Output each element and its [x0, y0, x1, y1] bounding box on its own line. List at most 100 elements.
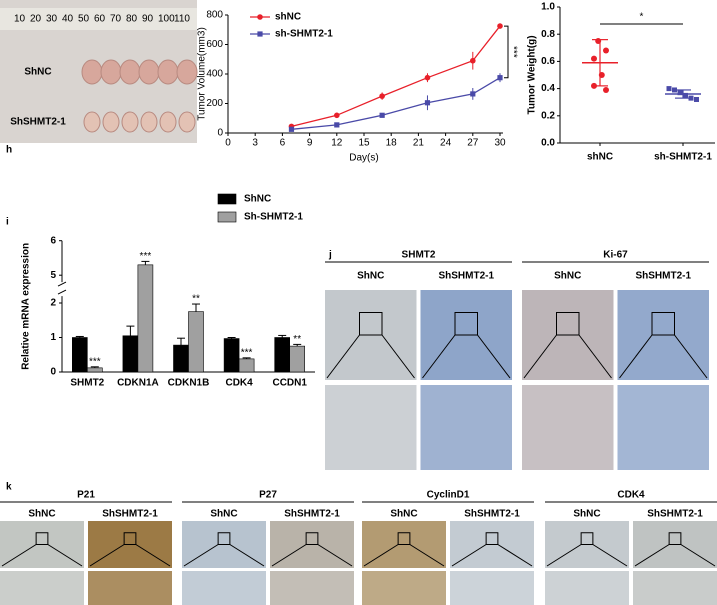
- zoom-box: [305, 532, 319, 545]
- photo-row-label: ShNC: [24, 67, 51, 78]
- zoom-line: [578, 334, 612, 379]
- micrograph-zoom: [450, 571, 534, 605]
- ruler-label: 110: [174, 14, 190, 25]
- zoom-box: [668, 532, 682, 545]
- marker: [497, 23, 503, 29]
- x-tick-label: CDKN1B: [168, 378, 210, 389]
- tumor: [83, 111, 101, 133]
- dot: [677, 90, 683, 96]
- zoom-line: [326, 334, 360, 379]
- zoom-line: [89, 544, 125, 567]
- tumor: [157, 59, 179, 85]
- ruler-label: 20: [30, 14, 42, 25]
- column-label: ShNC: [28, 509, 55, 520]
- x-tick-label: 24: [440, 138, 452, 149]
- bar: [72, 337, 88, 373]
- micrograph-zoom: [362, 571, 446, 605]
- tumor: [138, 59, 160, 85]
- ruler-label: 40: [62, 14, 74, 25]
- x-tick-label: CCDN1: [272, 378, 307, 389]
- x-tick-label: 27: [467, 138, 479, 149]
- y-tick-label: 0.8: [541, 29, 555, 40]
- micrograph-zoom: [617, 385, 709, 470]
- ruler-label: 10: [14, 14, 26, 25]
- group-label: Ki-67: [603, 250, 628, 261]
- x-tick-label: 30: [494, 138, 506, 149]
- ruler-label: 70: [110, 14, 122, 25]
- x-tick-label: 3: [252, 138, 258, 149]
- column-label: ShNC: [554, 271, 581, 282]
- y-tick-label: 0.0: [541, 138, 555, 149]
- marker: [424, 74, 431, 81]
- zoom-line: [47, 544, 83, 567]
- column-label: ShNC: [573, 509, 600, 520]
- x-tick-label: 0: [225, 138, 231, 149]
- legend-label: shNC: [275, 12, 301, 23]
- dot: [603, 86, 609, 93]
- zoom-line: [592, 544, 628, 567]
- group-label: P21: [77, 490, 95, 501]
- marker: [470, 91, 476, 97]
- series-line: [291, 25, 501, 127]
- zoom-box: [397, 532, 411, 545]
- x-tick-label: CDKN1A: [117, 378, 159, 389]
- y-tick-label: 0: [217, 128, 223, 139]
- tumor: [81, 59, 103, 85]
- zoom-line: [363, 544, 399, 567]
- legend-label: ShNC: [244, 194, 271, 205]
- y-tick-label: 5: [50, 270, 56, 281]
- ruler-label: 30: [46, 14, 58, 25]
- zoom-line: [422, 334, 456, 379]
- y-tick-label: 400: [206, 69, 223, 80]
- column-label: ShSHMT2-1: [464, 509, 520, 520]
- dot: [666, 86, 672, 92]
- micrograph-zoom: [420, 385, 512, 470]
- ruler: [0, 8, 197, 30]
- legend-label: sh-SHMT2-1: [275, 29, 333, 40]
- panel-label: j: [328, 250, 332, 261]
- dot: [683, 92, 688, 98]
- bar: [137, 264, 154, 373]
- column-label: ShSHMT2-1: [102, 509, 158, 520]
- zoom-line: [409, 544, 445, 567]
- y-tick-label: 6: [50, 235, 56, 246]
- legend-label: Sh-SHMT2-1: [244, 212, 303, 223]
- zoom-line: [680, 544, 716, 567]
- micrograph-zoom: [182, 571, 266, 605]
- zoom-box: [359, 312, 383, 336]
- dot: [694, 96, 699, 102]
- column-label: ShSHMT2-1: [635, 271, 691, 282]
- panel-label: k: [6, 482, 12, 493]
- y-tick-label: 0.6: [541, 56, 555, 67]
- bar: [122, 335, 139, 373]
- annotation: **: [192, 294, 200, 305]
- zoom-line: [135, 544, 171, 567]
- zoom-box: [123, 532, 137, 545]
- zoom-box: [580, 532, 594, 545]
- x-axis-label: Day(s): [349, 153, 378, 164]
- y-axis-label: Relative mRNA expression: [21, 243, 32, 370]
- x-tick-label: SHMT2: [70, 378, 104, 389]
- panel-label: i: [6, 217, 9, 228]
- zoom-line: [497, 544, 533, 567]
- marker: [334, 112, 340, 119]
- group-label: CDK4: [617, 490, 645, 501]
- tumor: [159, 111, 177, 133]
- annotation: ***: [89, 356, 101, 367]
- group-label: CyclinD1: [427, 490, 470, 501]
- photo-row-label: ShSHMT2-1: [10, 117, 66, 128]
- micrograph-zoom: [545, 571, 629, 605]
- x-tick-label: 15: [358, 138, 370, 149]
- ruler-label: 100: [158, 14, 175, 25]
- zoom-line: [674, 334, 708, 379]
- bar: [188, 311, 204, 373]
- x-tick-label: sh-SHMT2-1: [654, 152, 712, 163]
- bracket: [504, 25, 509, 79]
- y-tick-label: 1.0: [541, 2, 555, 13]
- marker: [497, 75, 503, 81]
- ruler-label: 50: [78, 14, 90, 25]
- y-axis-label: Tumor Volume(mm3): [197, 27, 208, 121]
- tumor: [121, 111, 139, 133]
- y-tick-label: 800: [206, 10, 223, 21]
